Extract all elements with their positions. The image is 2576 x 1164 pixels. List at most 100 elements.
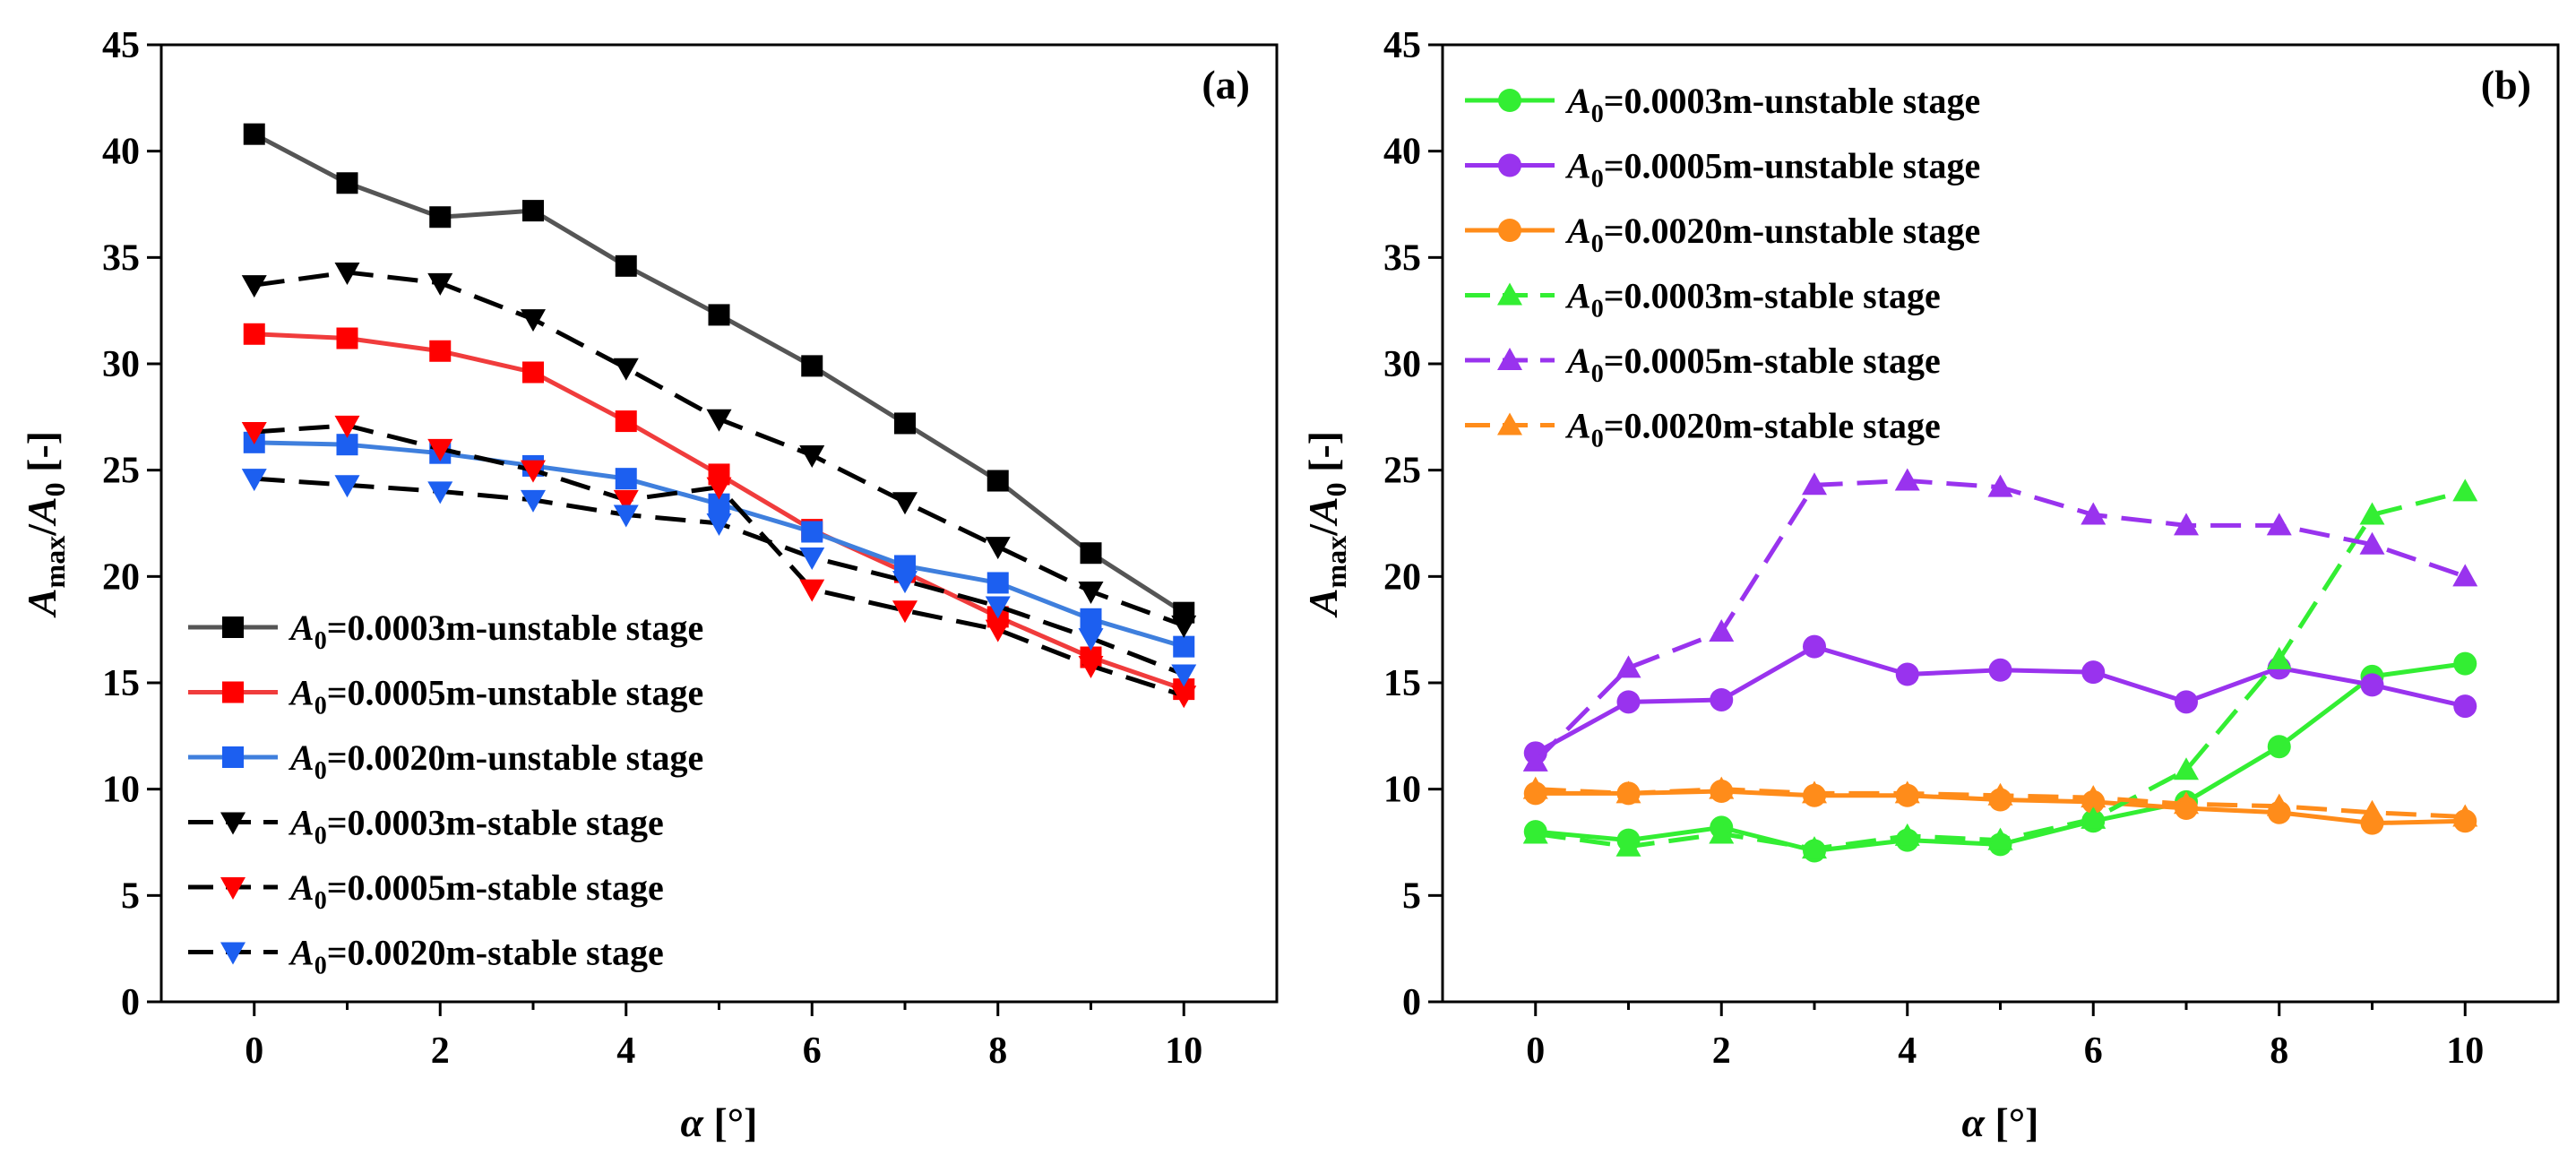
legend-entry: A0=0.0005m-unstable stage (288, 673, 703, 720)
data-point (1802, 836, 1827, 859)
series-line (1533, 479, 2467, 763)
series-4 (1522, 468, 2478, 772)
y-tick-label: 5 (121, 875, 140, 917)
series-5 (1522, 776, 2478, 827)
x-tick-label: 4 (1898, 1030, 1917, 1072)
legend-marker (1497, 282, 1522, 306)
data-point (427, 272, 453, 296)
data-point (2452, 804, 2478, 827)
data-point (1710, 687, 1734, 711)
y-tick-label: 35 (1383, 237, 1421, 279)
chart-panel-a: 0 2 4 6 8 10 0 5 10 15 20 25 30 35 40 45 α [°] Amax/A0 [-… (19, 25, 1279, 1145)
data-point (799, 445, 825, 469)
data-point (1522, 821, 1548, 844)
y-tick-label: 40 (102, 132, 140, 173)
data-point (892, 492, 918, 515)
data-point (521, 460, 546, 483)
y-tick-label: 25 (1383, 451, 1421, 492)
data-point (2266, 513, 2292, 536)
data-point (1615, 833, 1641, 857)
data-point (241, 421, 267, 444)
y-axis-label: Amax/A0 [-] (1300, 431, 1352, 618)
x-tick-label: 2 (431, 1030, 450, 1072)
data-point (241, 469, 267, 492)
data-point (2359, 799, 2385, 823)
y-tick-label: 10 (102, 770, 140, 811)
legend-marker (1498, 219, 1521, 242)
series-4 (241, 415, 1197, 709)
data-point (1171, 615, 1197, 638)
series-5 (241, 469, 1197, 687)
data-point (1987, 827, 2013, 850)
y-tick-label: 5 (1402, 875, 1421, 917)
x-tick-label: 8 (988, 1030, 1007, 1072)
legend: A0=0.0003m-unstable stage A0=0.0005m-unst… (1465, 81, 1980, 453)
series-line (253, 132, 1185, 615)
chart-panel-b: 0 2 4 6 8 10 0 5 10 15 20 25 30 35 40 45 α [°] Amax/A0 [-… (1300, 25, 2560, 1145)
data-point (799, 579, 825, 602)
legend-entry: A0=0.0003m-unstable stage (288, 608, 703, 655)
data-point (706, 409, 732, 432)
data-point (521, 489, 546, 513)
y-tick-label: 0 (1402, 982, 1421, 1023)
data-point (521, 309, 546, 332)
data-point (243, 323, 265, 345)
series-1 (1523, 634, 2477, 765)
y-tick-label: 30 (102, 344, 140, 385)
x-tick-label: 4 (616, 1030, 635, 1072)
data-point (334, 262, 360, 285)
data-point (1078, 581, 1104, 604)
x-tick-label: 0 (245, 1030, 263, 1072)
data-point (2359, 502, 2385, 525)
data-point (2266, 793, 2292, 816)
y-tick-label: 45 (102, 25, 140, 66)
data-point (2452, 479, 2478, 502)
data-point (892, 571, 918, 594)
x-tick-label: 2 (1712, 1030, 1731, 1072)
y-tick-label: 30 (1383, 344, 1421, 385)
data-point (1078, 656, 1104, 679)
data-point (336, 172, 358, 194)
panel-label: (a) (1202, 62, 1250, 108)
y-tick-label: 15 (102, 663, 140, 704)
data-point (799, 547, 825, 570)
data-point (986, 572, 1009, 594)
legend-entry: A0=0.0020m-unstable stage (1564, 211, 1980, 258)
data-point (2453, 651, 2477, 676)
data-point (1615, 780, 1641, 804)
data-point (801, 521, 823, 543)
y-tick-label: 20 (102, 556, 140, 598)
y-tick-label: 10 (1383, 770, 1421, 811)
data-point (986, 470, 1009, 492)
data-point (2453, 694, 2477, 719)
legend-marker (222, 616, 244, 638)
data-point (522, 200, 544, 222)
data-point (334, 415, 360, 438)
data-point (429, 340, 452, 362)
data-point (706, 477, 732, 500)
x-axis-label: α [°] (681, 1099, 758, 1145)
y-tick-label: 40 (1383, 132, 1421, 173)
data-point (801, 355, 823, 377)
data-point (708, 304, 730, 326)
series-3 (1522, 479, 2478, 859)
legend: A0=0.0003m-unstable stage A0=0.0005m-unst… (188, 608, 703, 980)
legend-entry: A0=0.0005m-stable stage (1564, 341, 1941, 388)
data-point (2081, 660, 2106, 685)
data-point (1522, 748, 1548, 772)
panel-label: (b) (2481, 62, 2531, 108)
data-point (2081, 785, 2106, 808)
legend-marker (1497, 348, 1522, 370)
data-point (2081, 502, 2106, 525)
data-point (2452, 564, 2478, 587)
data-point (1171, 685, 1197, 709)
data-point (1709, 619, 1735, 642)
legend-entry: A0=0.0003m-stable stage (288, 803, 664, 850)
data-point (334, 475, 360, 498)
x-tick-label: 8 (2270, 1030, 2288, 1072)
legend-entry: A0=0.0020m-unstable stage (288, 737, 703, 785)
legend-marker (220, 812, 246, 835)
y-tick-label: 45 (1383, 25, 1421, 66)
y-tick-label: 25 (102, 451, 140, 492)
data-point (1078, 628, 1104, 651)
